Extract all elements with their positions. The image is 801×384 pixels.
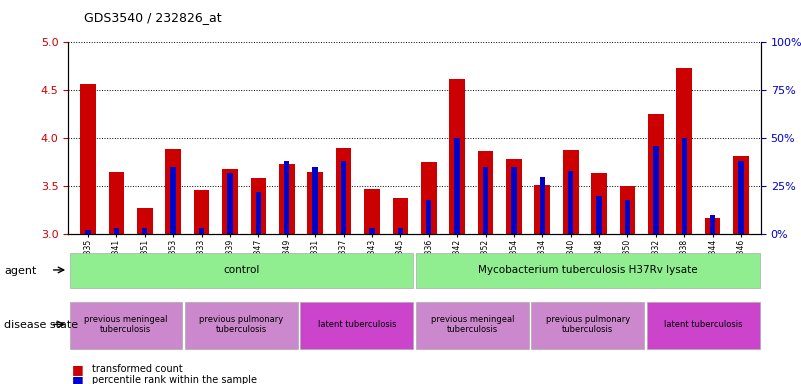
- Bar: [251, 178, 266, 234]
- Bar: [625, 200, 630, 234]
- Bar: [416, 302, 529, 349]
- Bar: [80, 84, 96, 234]
- Bar: [739, 161, 744, 234]
- Bar: [563, 150, 578, 234]
- Bar: [511, 167, 517, 234]
- Bar: [85, 230, 91, 234]
- Bar: [142, 228, 147, 234]
- Bar: [300, 302, 413, 349]
- Bar: [710, 215, 715, 234]
- Bar: [256, 192, 261, 234]
- Bar: [531, 302, 644, 349]
- Bar: [416, 253, 759, 288]
- Bar: [340, 161, 346, 234]
- Bar: [336, 148, 352, 234]
- Bar: [185, 302, 298, 349]
- Bar: [308, 172, 323, 234]
- Text: transformed count: transformed count: [92, 364, 183, 374]
- Text: previous pulmonary
tuberculosis: previous pulmonary tuberculosis: [199, 315, 284, 334]
- Bar: [364, 189, 380, 234]
- Bar: [199, 228, 204, 234]
- Bar: [171, 167, 176, 234]
- Bar: [194, 190, 209, 234]
- Bar: [477, 151, 493, 234]
- Bar: [682, 138, 687, 234]
- Bar: [620, 186, 635, 234]
- Bar: [597, 196, 602, 234]
- Bar: [591, 173, 607, 234]
- Text: previous pulmonary
tuberculosis: previous pulmonary tuberculosis: [545, 315, 630, 334]
- Bar: [540, 177, 545, 234]
- Text: control: control: [223, 265, 260, 275]
- Bar: [677, 68, 692, 234]
- Bar: [454, 138, 460, 234]
- Bar: [647, 302, 759, 349]
- Bar: [109, 172, 124, 234]
- Bar: [397, 228, 403, 234]
- Bar: [705, 218, 720, 234]
- Text: ■: ■: [72, 374, 84, 384]
- Text: latent tuberculosis: latent tuberculosis: [664, 320, 743, 329]
- Bar: [284, 161, 289, 234]
- Bar: [70, 253, 413, 288]
- Text: latent tuberculosis: latent tuberculosis: [317, 320, 396, 329]
- Bar: [568, 171, 574, 234]
- Bar: [733, 157, 749, 234]
- Bar: [483, 167, 489, 234]
- Text: previous meningeal
tuberculosis: previous meningeal tuberculosis: [430, 315, 514, 334]
- Bar: [449, 79, 465, 234]
- Bar: [392, 198, 409, 234]
- Text: ■: ■: [72, 363, 84, 376]
- Text: Mycobacterium tuberculosis H37Rv lysate: Mycobacterium tuberculosis H37Rv lysate: [478, 265, 698, 275]
- Bar: [279, 164, 295, 234]
- Bar: [506, 159, 521, 234]
- Text: previous meningeal
tuberculosis: previous meningeal tuberculosis: [84, 315, 167, 334]
- Text: GDS3540 / 232826_at: GDS3540 / 232826_at: [84, 12, 222, 25]
- Bar: [137, 208, 152, 234]
- Text: percentile rank within the sample: percentile rank within the sample: [92, 375, 257, 384]
- Bar: [534, 185, 550, 234]
- Bar: [165, 149, 181, 234]
- Bar: [369, 228, 375, 234]
- Bar: [426, 200, 432, 234]
- Bar: [222, 169, 238, 234]
- Bar: [421, 162, 437, 234]
- Bar: [653, 146, 658, 234]
- Text: agent: agent: [4, 266, 36, 276]
- Bar: [114, 228, 119, 234]
- Bar: [70, 302, 182, 349]
- Bar: [312, 167, 318, 234]
- Text: disease state: disease state: [4, 320, 78, 331]
- Bar: [648, 114, 664, 234]
- Bar: [227, 173, 232, 234]
